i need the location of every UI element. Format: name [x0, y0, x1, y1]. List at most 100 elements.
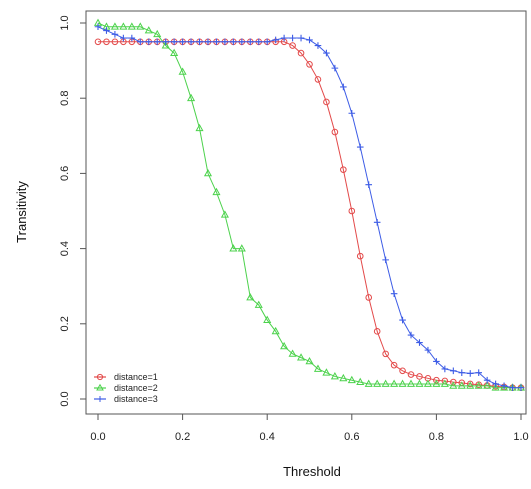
data-point [483, 376, 491, 384]
data-point [195, 123, 204, 132]
data-point [187, 93, 196, 102]
data-point [424, 346, 432, 354]
data-point [254, 300, 263, 308]
data-point [246, 293, 255, 301]
data-point [441, 365, 449, 373]
data-point [220, 210, 229, 218]
data-point [314, 42, 322, 49]
series-layer [93, 18, 526, 392]
series-distance-3 [94, 23, 525, 392]
x-axis-title: Threshold [283, 464, 341, 479]
data-point [230, 38, 237, 46]
data-point [407, 331, 415, 339]
data-point [406, 379, 416, 387]
data-point [390, 361, 398, 369]
data-point [356, 377, 365, 385]
data-point [263, 38, 271, 46]
data-point [475, 369, 482, 376]
y-tick-label: 0.6 [59, 166, 71, 181]
data-point [179, 38, 186, 46]
y-tick-label: 1.0 [59, 15, 71, 30]
legend-item: distance=3 [94, 394, 158, 404]
data-point [500, 382, 508, 390]
data-point [170, 48, 179, 56]
legend: distance=1 distance=2 distance=3 [94, 372, 158, 404]
data-point [433, 376, 440, 384]
data-point [348, 109, 356, 117]
data-point [509, 384, 516, 392]
data-point [356, 143, 364, 151]
legend-label-distance-1: distance=1 [114, 372, 158, 382]
data-point [153, 29, 162, 38]
legend-label-distance-2: distance=2 [114, 383, 158, 393]
series-line-distance-1 [98, 41, 521, 389]
data-point [432, 379, 441, 387]
data-point [457, 381, 466, 389]
data-point [306, 36, 313, 44]
data-point [323, 98, 330, 106]
data-point [365, 181, 373, 188]
data-point [500, 383, 509, 391]
data-point [94, 38, 102, 46]
data-point [340, 83, 347, 91]
data-point [331, 64, 339, 72]
x-tick-label: 0.2 [175, 431, 190, 443]
data-point [103, 38, 110, 46]
data-point [347, 375, 356, 384]
plot-frame [85, 10, 527, 415]
data-point [517, 384, 525, 392]
data-point [306, 61, 313, 68]
data-point [297, 49, 305, 57]
data-point [238, 38, 246, 46]
data-point [162, 38, 169, 46]
data-point [314, 76, 322, 83]
series-distance-1 [94, 38, 525, 392]
series-line-distance-3 [97, 26, 521, 389]
data-point [153, 38, 161, 46]
data-point [416, 373, 423, 380]
data-point [237, 244, 246, 252]
data-point [313, 364, 323, 372]
data-point [280, 34, 288, 42]
series-distance-2 [93, 18, 526, 391]
data-point [407, 371, 415, 378]
y-tick-label: 0.4 [59, 241, 71, 256]
x-tick-label: 0.0 [90, 431, 105, 443]
data-point [466, 380, 474, 388]
data-point [111, 38, 119, 46]
x-tick-label: 0.8 [429, 431, 444, 443]
data-point [110, 22, 119, 30]
data-point [196, 38, 203, 46]
data-point [213, 38, 220, 46]
data-point [373, 379, 382, 387]
data-point [289, 42, 296, 49]
data-point [399, 316, 406, 324]
data-point [382, 256, 389, 264]
data-point [381, 379, 390, 387]
data-point [144, 26, 153, 34]
data-point [145, 38, 153, 46]
data-point [340, 166, 347, 173]
data-point [136, 22, 145, 30]
data-point [203, 168, 213, 177]
data-point [246, 38, 254, 46]
data-point [296, 353, 306, 361]
data-point [373, 218, 381, 226]
legend-marker-distance-3 [97, 396, 103, 402]
data-point [161, 41, 170, 49]
data-point [221, 38, 229, 46]
data-point [440, 379, 449, 387]
data-point [365, 294, 373, 301]
data-point [458, 369, 466, 376]
data-point [399, 367, 406, 375]
y-axis: 0.0 0.2 0.4 0.6 0.8 1.0 [59, 15, 86, 407]
data-point [356, 252, 364, 260]
data-point [288, 349, 297, 357]
data-point [322, 368, 331, 376]
data-point [103, 27, 110, 34]
series-line-distance-2 [97, 22, 521, 389]
legend-label-distance-3: distance=3 [114, 394, 158, 404]
data-point [449, 381, 458, 389]
data-point [111, 30, 119, 38]
